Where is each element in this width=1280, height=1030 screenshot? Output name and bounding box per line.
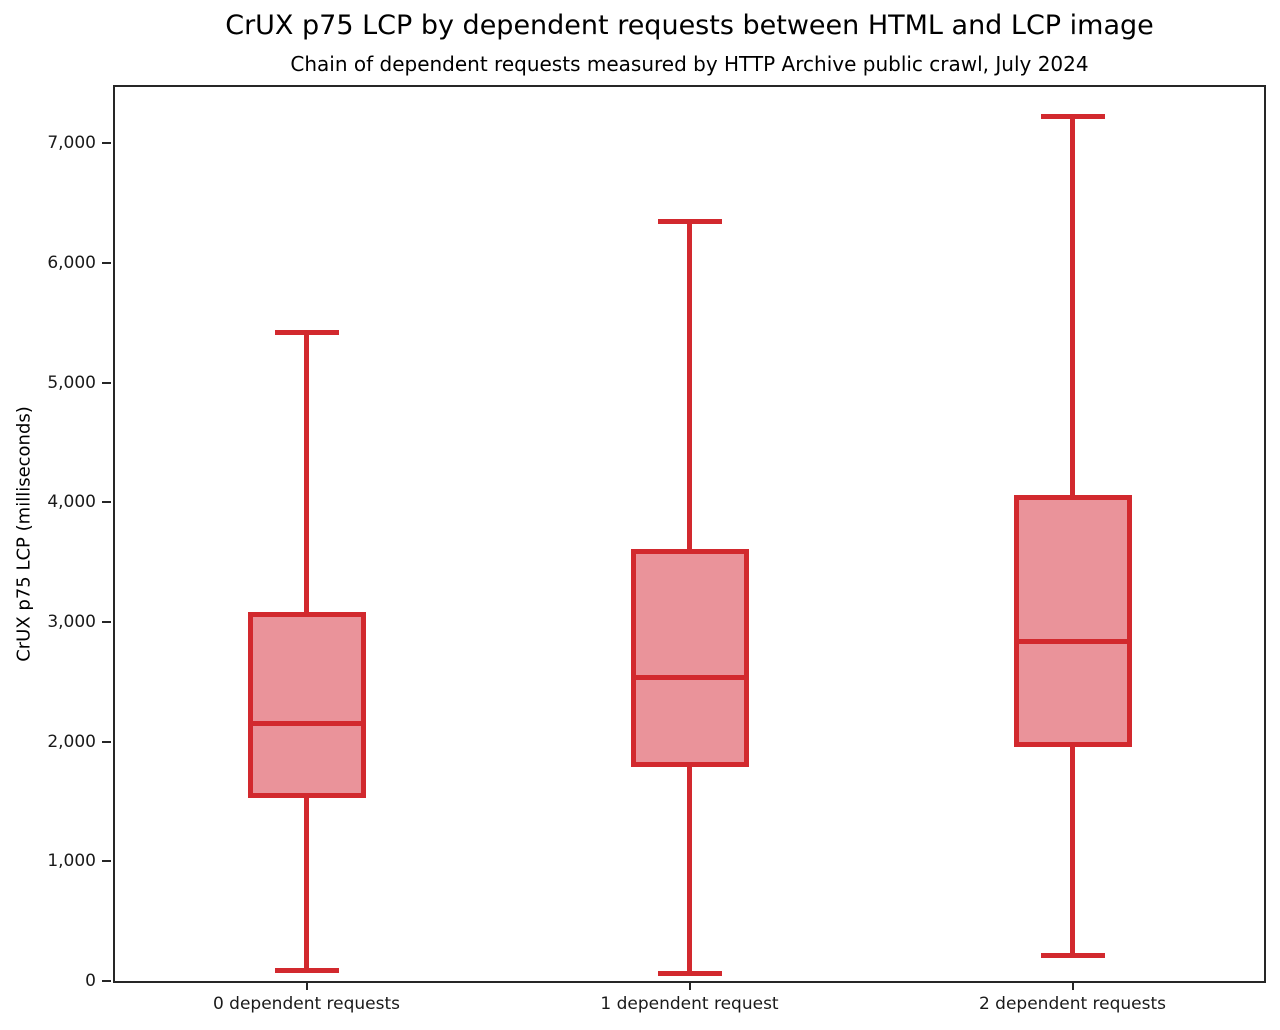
upper-whisker-cap (1040, 113, 1105, 119)
upper-whisker-cap (274, 329, 339, 335)
x-tick-label: 1 dependent request (600, 994, 779, 1014)
y-tick-mark (102, 620, 111, 623)
upper-whisker (687, 221, 692, 549)
y-tick-label: 2,000 (47, 731, 96, 752)
y-tick-mark (102, 501, 111, 504)
chart-title: CrUX p75 LCP by dependent requests betwe… (225, 10, 1154, 41)
plot-area: 0 1,000 2,000 3,000 4,000 5,000 6,000 7,000 0 de… (47, 85, 1266, 1014)
y-tick-mark (102, 980, 111, 982)
y-tick-label: 6,000 (47, 252, 96, 273)
x-tick-label: 0 dependent requests (212, 994, 401, 1014)
y-tick-mark (102, 381, 111, 384)
upper-whisker (304, 332, 309, 613)
lower-whisker-cap (1040, 952, 1105, 958)
median-line (247, 721, 366, 727)
y-tick-label: 0 (85, 971, 96, 991)
median-line (630, 674, 749, 680)
y-tick-label: 5,000 (47, 372, 96, 393)
x-tick-mark (1071, 981, 1074, 990)
y-tick-label: 4,000 (47, 492, 96, 513)
x-tick-mark (305, 981, 308, 990)
y-tick-label: 3,000 (47, 611, 96, 632)
upper-whisker-cap (657, 218, 722, 224)
upper-whisker (1070, 116, 1075, 496)
lower-whisker-cap (274, 968, 339, 974)
y-tick-label: 7,000 (47, 133, 96, 154)
y-tick-mark (102, 142, 111, 145)
y-tick-label: 1,000 (47, 851, 96, 872)
y-tick-mark (102, 740, 111, 743)
median-line (1013, 639, 1132, 645)
iqr-box (247, 612, 366, 798)
chart-subtitle: Chain of dependent requests measured by … (290, 52, 1089, 76)
lower-whisker (304, 797, 309, 971)
iqr-box (630, 548, 749, 767)
lower-whisker (1070, 747, 1075, 956)
iqr-box (1013, 495, 1132, 748)
lower-whisker (687, 766, 692, 974)
x-tick-mark (688, 981, 691, 990)
x-tick-label: 2 dependent requests (978, 994, 1167, 1014)
y-tick-mark (102, 261, 111, 264)
y-tick-mark (102, 860, 111, 863)
lower-whisker-cap (657, 971, 722, 977)
